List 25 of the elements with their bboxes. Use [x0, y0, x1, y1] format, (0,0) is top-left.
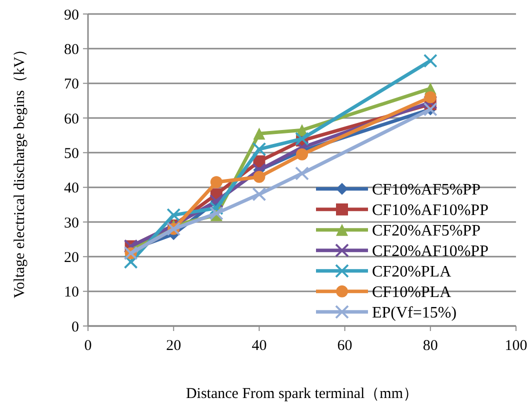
y-tick-label: 50 — [64, 146, 79, 162]
legend-label: CF10%AF10%PP — [372, 202, 489, 220]
legend-label: CF20%AF5%PP — [372, 222, 481, 240]
x-tick-label: 20 — [166, 338, 182, 354]
legend-label: CF10%PLA — [372, 284, 452, 302]
y-tick-label: 10 — [64, 284, 79, 301]
y-tick-label: 0 — [72, 319, 79, 336]
legend-label: CF10%AF5%PP — [372, 182, 481, 199]
y-tick-label: 70 — [64, 76, 79, 93]
x-tick-label: 80 — [422, 338, 438, 354]
x-tick-label: 40 — [252, 338, 267, 354]
y-tick-label: 20 — [64, 250, 79, 266]
y-axis-title: Voltage electrical discharge begins（kV） — [12, 42, 28, 298]
y-tick-label: 80 — [64, 42, 79, 58]
y-tick-label: 90 — [64, 7, 79, 24]
y-tick-label: 60 — [64, 111, 79, 128]
x-axis-title: Distance From spark terminal（mm） — [186, 386, 418, 402]
x-tick-label: 0 — [84, 338, 92, 354]
x-tick-label: 60 — [337, 338, 352, 354]
legend-label: CF20%PLA — [372, 264, 452, 281]
legend-label: CF20%AF10%PP — [372, 243, 489, 260]
legend-label: EP(Vf=15%) — [372, 304, 457, 322]
y-tick-label: 40 — [64, 180, 79, 197]
x-tick-label: 100 — [504, 338, 528, 354]
y-tick-label: 30 — [64, 215, 79, 232]
